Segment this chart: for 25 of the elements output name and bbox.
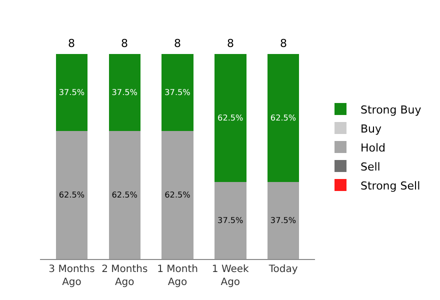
x-tick-label: 2 Months Ago [102, 264, 148, 288]
legend-label: Sell [360, 160, 380, 174]
data-label: 37.5% [58, 87, 85, 98]
x-tick-label: 3 Months Ago [48, 264, 95, 288]
x-tick-label: Today [268, 264, 298, 275]
data-label: 62.5% [164, 190, 191, 200]
data-label: 37.5% [112, 87, 138, 98]
annotation: 8 [227, 37, 234, 50]
data-label: 62.5% [270, 112, 296, 123]
legend-label: Strong Buy [360, 103, 422, 116]
data-label: 62.5% [58, 190, 85, 200]
x-tick-label: 1 Week Ago [212, 264, 250, 288]
data-label: 62.5% [112, 190, 138, 200]
annotation: 8 [174, 37, 181, 50]
data-label: 62.5% [218, 112, 244, 123]
annotation: 8 [68, 37, 75, 50]
annotation: 8 [280, 37, 287, 50]
annotation: 8 [121, 37, 128, 50]
data-label: 37.5% [164, 87, 191, 98]
legend-label: Hold [360, 141, 386, 154]
x-tick-label: 1 Month Ago [157, 264, 198, 288]
data-label: 37.5% [270, 215, 296, 226]
legend-label: Strong Sell [360, 179, 420, 192]
data-label: 37.5% [218, 215, 244, 226]
legend-label: Buy [360, 122, 382, 136]
